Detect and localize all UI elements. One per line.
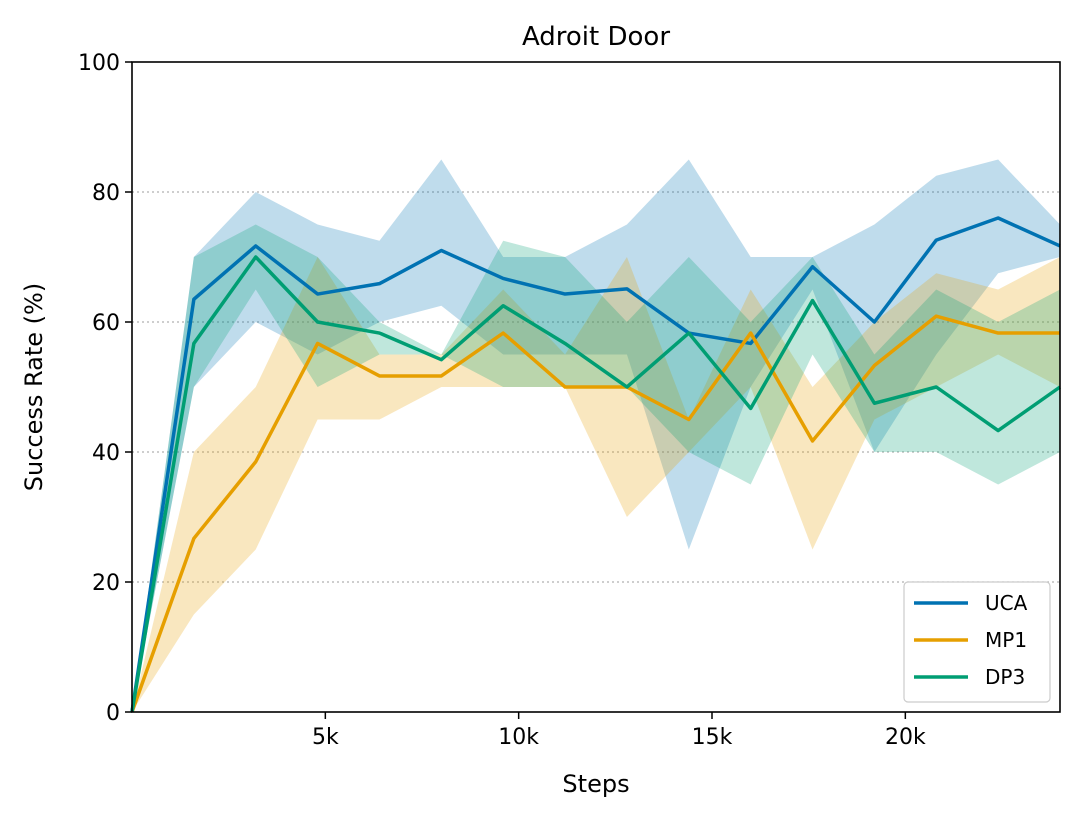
- chart-title: Adroit Door: [522, 22, 670, 52]
- y-tick-label: 80: [92, 181, 120, 206]
- legend: UCA MP1 DP3: [903, 581, 1051, 703]
- y-tick-label: 20: [92, 571, 120, 596]
- uca-line: [130, 216, 1061, 713]
- x-axis-title: Steps: [562, 770, 629, 798]
- series-lines: [130, 216, 1062, 713]
- y-axis-title: Success Rate (%): [20, 283, 48, 491]
- y-tick-label: 60: [92, 311, 120, 336]
- legend-box: [903, 581, 1051, 703]
- mp1-line: [130, 314, 1060, 713]
- x-tick-label: 10k: [498, 725, 539, 750]
- y-tick-label: 100: [78, 51, 120, 76]
- y-tick-label: 0: [106, 701, 120, 726]
- plot-frame: [131, 61, 1061, 713]
- dp3-line: [130, 255, 1062, 713]
- legend-label-uca: UCA: [985, 591, 1028, 615]
- axis-ticks: 0 20 40 60 80 100 5k 10k 15k 20k: [78, 51, 926, 750]
- legend-label-mp1: MP1: [985, 628, 1027, 652]
- dp3-band: [132, 224, 1060, 712]
- y-tick-label: 40: [92, 441, 120, 466]
- x-tick-label: 5k: [312, 725, 339, 750]
- x-tick-label: 15k: [692, 725, 733, 750]
- uca-band: [132, 159, 1060, 712]
- legend-label-dp3: DP3: [985, 665, 1025, 689]
- x-tick-label: 20k: [885, 725, 926, 750]
- mp1-band: [132, 257, 1060, 712]
- confidence-bands: [132, 159, 1060, 712]
